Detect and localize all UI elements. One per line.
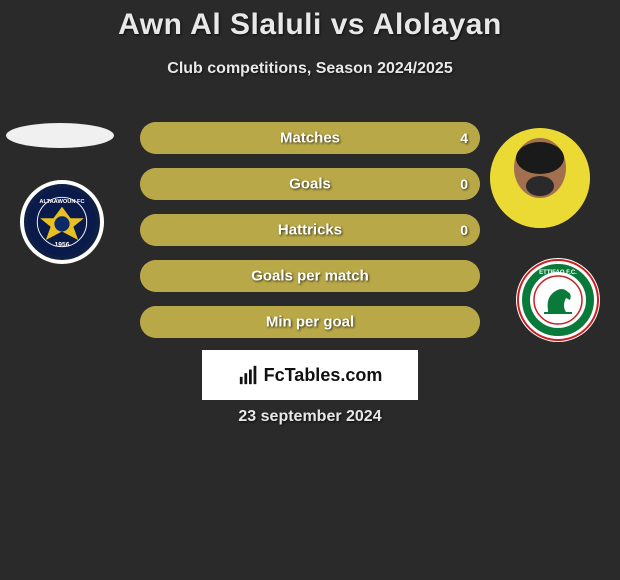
stat-label: Hattricks [278, 222, 342, 239]
stat-value-right: 0 [460, 222, 468, 238]
stat-row-matches: Matches 4 [140, 122, 480, 154]
left-club-name-text: ALTAAWOUN FC [39, 199, 84, 205]
right-club-name-text: ETTIFAQ F.C. [539, 270, 577, 276]
stat-row-min-per-goal: Min per goal [140, 306, 480, 338]
stat-label: Matches [280, 130, 340, 147]
left-club-badge: ALTAAWOUN FC 1956 [20, 180, 104, 264]
stat-label: Min per goal [266, 314, 354, 331]
stat-value-right: 4 [460, 130, 468, 146]
stat-bars: Matches 4 Goals 0 Hattricks 0 Goals per … [140, 122, 480, 352]
left-club-year-text: 1956 [55, 242, 70, 249]
stat-row-goals: Goals 0 [140, 168, 480, 200]
page-title: Awn Al Slaluli vs Alolayan [0, 0, 620, 42]
stat-value-right: 0 [460, 176, 468, 192]
stat-label: Goals per match [251, 268, 369, 285]
stat-label: Goals [289, 176, 331, 193]
branding-text: FcTables.com [264, 365, 383, 386]
branding-box: FcTables.com [202, 350, 418, 400]
left-player-avatar [6, 123, 114, 148]
date-text: 23 september 2024 [238, 408, 381, 426]
stat-row-goals-per-match: Goals per match [140, 260, 480, 292]
right-club-badge: ETTIFAQ F.C. [516, 258, 600, 342]
chart-icon [238, 364, 260, 386]
right-player-avatar [490, 128, 590, 228]
subtitle: Club competitions, Season 2024/2025 [0, 60, 620, 78]
stat-fill-left [140, 168, 310, 200]
stat-fill-right [310, 168, 480, 200]
stat-row-hattricks: Hattricks 0 [140, 214, 480, 246]
